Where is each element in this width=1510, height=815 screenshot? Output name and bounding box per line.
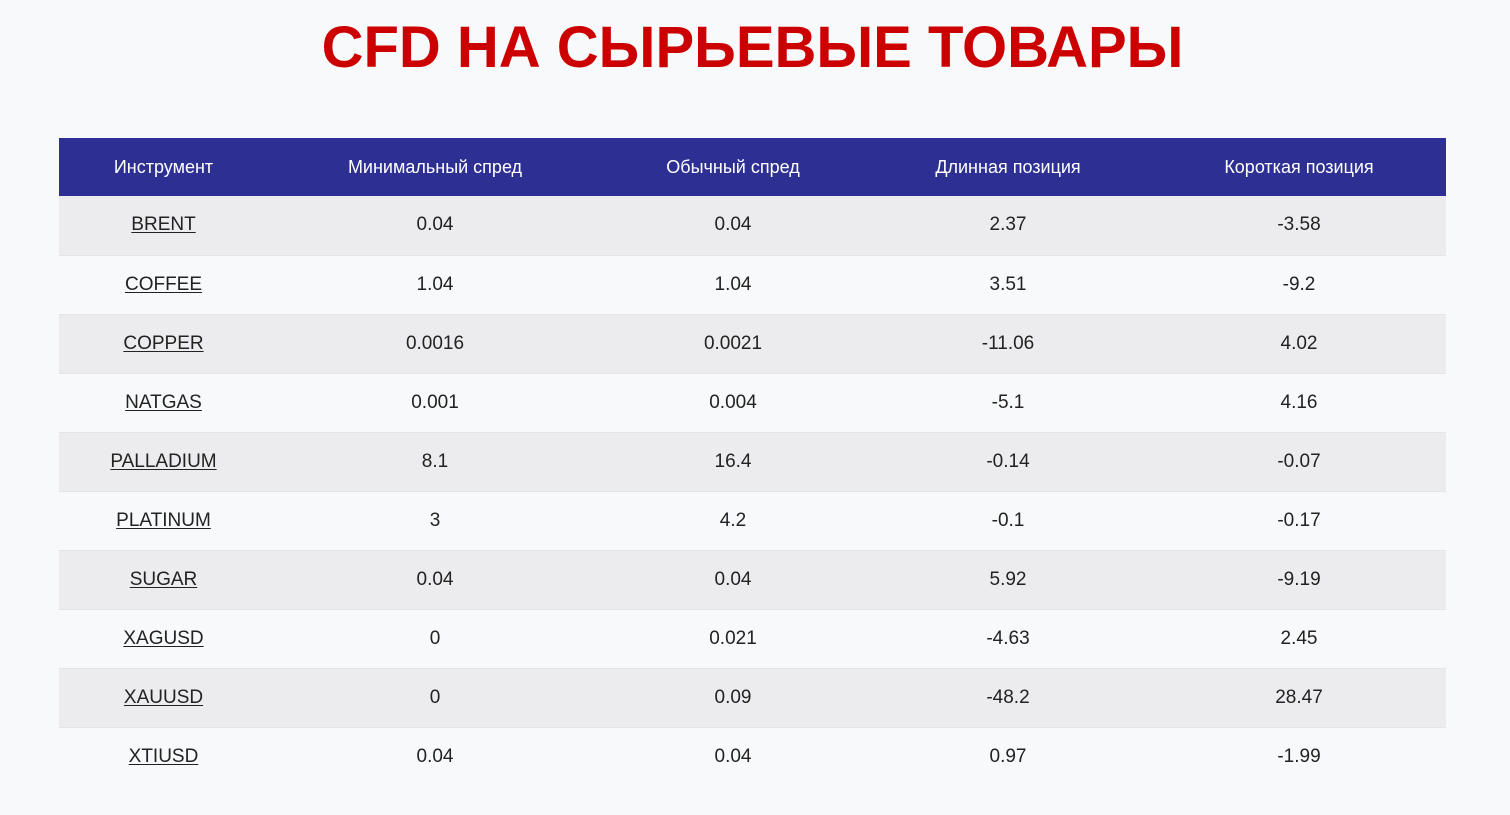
- instrument-link-sugar[interactable]: SUGAR: [129, 568, 198, 590]
- min-spread-cell: 0: [429, 627, 441, 649]
- instrument-link-xauusd[interactable]: XAUUSD: [123, 686, 204, 708]
- table-body: BRENT 0.04 0.04 2.37 -3.58 COFFEE 1.04 1…: [59, 196, 1446, 786]
- instrument-cell: SUGAR: [59, 550, 268, 609]
- table-row: BRENT 0.04 0.04 2.37 -3.58: [59, 196, 1446, 255]
- min-spread-cell: 0: [429, 686, 441, 708]
- long-position-cell: -0.1: [991, 509, 1025, 531]
- header-short-position: Короткая позиция: [1224, 156, 1374, 177]
- header-long-position: Длинная позиция: [935, 156, 1081, 177]
- table-header: Инструмент Минимальный спред Обычный спр…: [59, 138, 1446, 196]
- instrument-cell: COPPER: [59, 314, 268, 373]
- instrument-cell: XTIUSD: [59, 727, 268, 786]
- typical-spread-cell: 0.04: [714, 214, 752, 236]
- min-spread-cell: 0.0016: [405, 332, 465, 354]
- min-spread-cell: 8.1: [421, 450, 449, 472]
- min-spread-cell: 3: [429, 509, 441, 531]
- long-position-cell: -4.63: [986, 627, 1030, 649]
- typical-spread-cell: 0.021: [709, 627, 757, 649]
- instrument-link-xtiusd[interactable]: XTIUSD: [128, 745, 199, 767]
- typical-spread-cell: 0.04: [714, 745, 752, 767]
- table-row: XTIUSD 0.04 0.04 0.97 -1.99: [59, 727, 1446, 786]
- instrument-cell: COFFEE: [59, 255, 268, 314]
- typical-spread-cell: 0.09: [714, 686, 752, 708]
- short-position-cell: 4.16: [1280, 391, 1318, 413]
- long-position-cell: 3.51: [989, 273, 1027, 295]
- instrument-cell: NATGAS: [59, 373, 268, 432]
- typical-spread-cell: 1.04: [714, 273, 752, 295]
- typical-spread-cell: 4.2: [719, 509, 747, 531]
- long-position-cell: 2.37: [989, 214, 1027, 236]
- instrument-link-coffee[interactable]: COFFEE: [124, 273, 203, 295]
- header-typical-spread: Обычный спред: [666, 156, 800, 177]
- instrument-cell: PLATINUM: [59, 491, 268, 550]
- instrument-cell: BRENT: [59, 196, 268, 255]
- short-position-cell: -1.99: [1277, 745, 1321, 767]
- header-instrument: Инструмент: [113, 156, 214, 177]
- typical-spread-cell: 16.4: [714, 450, 752, 472]
- instrument-link-xagusd[interactable]: XAGUSD: [123, 627, 204, 649]
- table-row: NATGAS 0.001 0.004 -5.1 4.16: [59, 373, 1446, 432]
- short-position-cell: 28.47: [1275, 686, 1323, 708]
- min-spread-cell: 0.04: [416, 745, 454, 767]
- page-title: CFD НА СЫРЬЕВЫЕ ТОВАРЫ: [321, 15, 1184, 80]
- header-min-spread: Минимальный спред: [347, 156, 523, 177]
- table-row: PALLADIUM 8.1 16.4 -0.14 -0.07: [59, 432, 1446, 491]
- instrument-link-palladium[interactable]: PALLADIUM: [110, 450, 217, 472]
- min-spread-cell: 0.04: [416, 568, 454, 590]
- instrument-cell: PALLADIUM: [59, 432, 268, 491]
- short-position-cell: -9.19: [1277, 568, 1321, 590]
- long-position-cell: -0.14: [986, 450, 1030, 472]
- table-row: SUGAR 0.04 0.04 5.92 -9.19: [59, 550, 1446, 609]
- instrument-link-natgas[interactable]: NATGAS: [125, 391, 202, 413]
- commodities-cfd-table: Инструмент Минимальный спред Обычный спр…: [59, 138, 1446, 786]
- typical-spread-cell: 0.0021: [703, 332, 763, 354]
- long-position-cell: -5.1: [991, 391, 1025, 413]
- instrument-link-brent[interactable]: BRENT: [131, 214, 196, 236]
- commodities-table-wrapper: Инструмент Минимальный спред Обычный спр…: [59, 138, 1446, 786]
- table-row: PLATINUM 3 4.2 -0.1 -0.17: [59, 491, 1446, 550]
- table-header-row: Инструмент Минимальный спред Обычный спр…: [59, 138, 1446, 196]
- min-spread-cell: 1.04: [416, 273, 454, 295]
- min-spread-cell: 0.001: [411, 391, 459, 413]
- instrument-link-platinum[interactable]: PLATINUM: [116, 509, 211, 531]
- short-position-cell: -0.17: [1277, 509, 1321, 531]
- table-row: XAUUSD 0 0.09 -48.2 28.47: [59, 668, 1446, 727]
- instrument-cell: XAGUSD: [59, 609, 268, 668]
- instrument-cell: XAUUSD: [59, 668, 268, 727]
- long-position-cell: -11.06: [981, 332, 1035, 354]
- long-position-cell: 5.92: [989, 568, 1027, 590]
- instrument-link-copper[interactable]: COPPER: [123, 332, 204, 354]
- short-position-cell: 4.02: [1280, 332, 1318, 354]
- table-row: COFFEE 1.04 1.04 3.51 -9.2: [59, 255, 1446, 314]
- short-position-cell: -3.58: [1277, 214, 1321, 236]
- short-position-cell: -0.07: [1277, 450, 1321, 472]
- typical-spread-cell: 0.004: [709, 391, 757, 413]
- short-position-cell: -9.2: [1282, 273, 1316, 295]
- long-position-cell: 0.97: [989, 745, 1027, 767]
- short-position-cell: 2.45: [1280, 627, 1318, 649]
- table-row: XAGUSD 0 0.021 -4.63 2.45: [59, 609, 1446, 668]
- long-position-cell: -48.2: [986, 686, 1030, 708]
- min-spread-cell: 0.04: [416, 214, 454, 236]
- typical-spread-cell: 0.04: [714, 568, 752, 590]
- table-row: COPPER 0.0016 0.0021 -11.06 4.02: [59, 314, 1446, 373]
